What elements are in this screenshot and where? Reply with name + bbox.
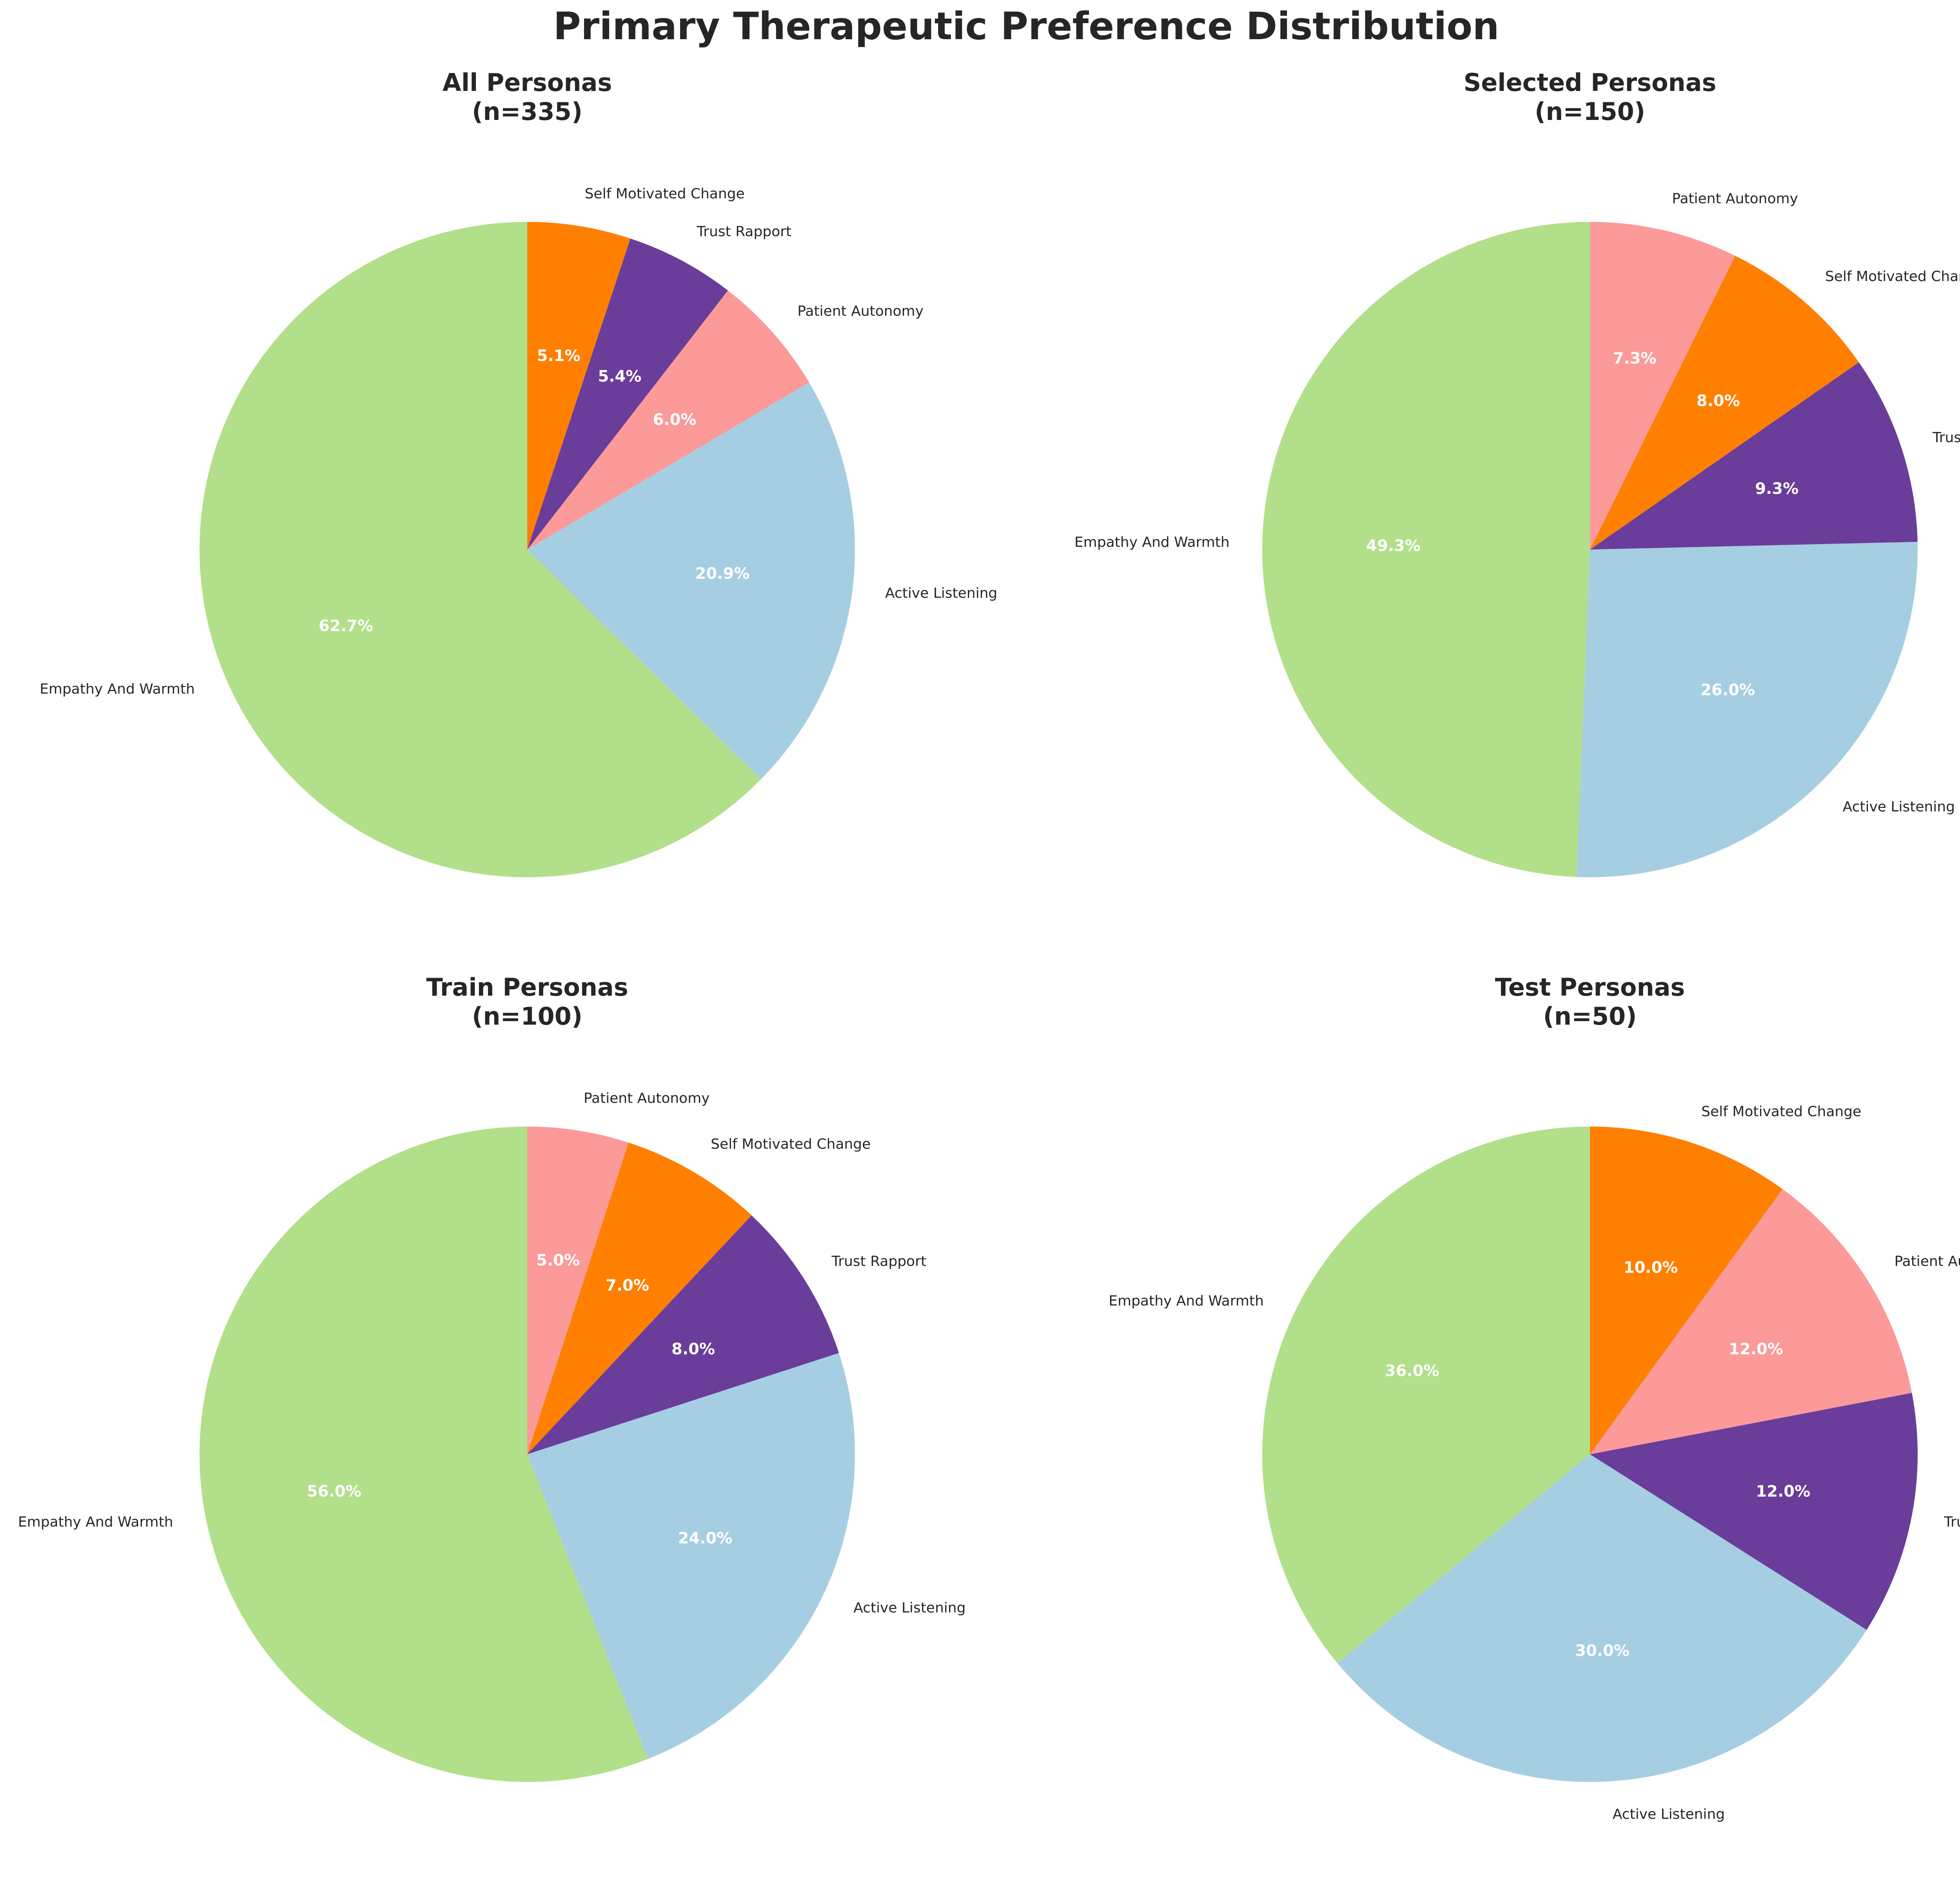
slice-percent-label: 7.0%: [606, 1276, 649, 1294]
chart-title: All Personas: [443, 68, 612, 97]
pie-slice-trust-rapport: [527, 1215, 839, 1454]
slice-percent-label: 26.0%: [1700, 681, 1755, 699]
slice-percent-label: 5.4%: [598, 367, 641, 385]
pie-slice-trust-rapport: [1590, 362, 1918, 550]
slice-percent-label: 5.1%: [537, 347, 580, 365]
chart-sample-size: (n=50): [1543, 1002, 1637, 1031]
pie-chart-1: All Personas(n=335) 62.7% Empathy And Warm…: [40, 68, 997, 877]
slice-percent-label: 62.7%: [319, 617, 373, 635]
slice-percent-label: 10.0%: [1624, 1259, 1678, 1277]
slice-percent-label: 12.0%: [1756, 1482, 1810, 1501]
chart-title: Train Personas: [426, 973, 628, 1002]
chart-title: Selected Personas: [1464, 68, 1717, 97]
pie-slice-active-listening: [1337, 1454, 1867, 1782]
slice-percent-label: 8.0%: [671, 1340, 715, 1358]
slice-percent-label: 9.3%: [1755, 480, 1798, 498]
slice-percent-label: 8.0%: [1697, 392, 1740, 410]
figure-title: Primary Therapeutic Preference Distribut…: [553, 4, 1499, 48]
slice-category-label: Patient Autonomy: [1894, 1253, 1960, 1269]
slice-percent-label: 36.0%: [1385, 1362, 1439, 1380]
slice-category-label: Trust Rapport: [1932, 430, 1960, 446]
pie-slice-trust-rapport: [527, 238, 728, 550]
pie-slice-patient-autonomy: [527, 1127, 629, 1454]
chart-sample-size: (n=100): [472, 1002, 583, 1031]
chart-title: Test Personas: [1495, 973, 1685, 1002]
pie-slice-active-listening: [527, 382, 855, 780]
pie-slice-empathy-and-warmth: [199, 1127, 648, 1782]
slice-category-label: Empathy And Warmth: [1109, 1293, 1264, 1309]
slice-percent-label: 30.0%: [1575, 1642, 1630, 1660]
chart-sample-size: (n=150): [1535, 97, 1645, 126]
pie-chart-3: Train Personas(n=100) 56.0% Empathy And Wa…: [18, 973, 965, 1782]
slice-percent-label: 12.0%: [1729, 1340, 1783, 1358]
pie-slice-trust-rapport: [1590, 1393, 1918, 1630]
pie-slice-active-listening: [1576, 542, 1918, 877]
slice-category-label: Active Listening: [885, 585, 997, 601]
slice-category-label: Active Listening: [1843, 799, 1955, 815]
slice-percent-label: 5.0%: [536, 1252, 580, 1270]
slice-category-label: Active Listening: [853, 1600, 965, 1616]
slice-category-label: Self Motivated Change: [585, 186, 745, 202]
pie-slice-self-motivated-change: [1590, 1127, 1783, 1454]
pie-slice-active-listening: [527, 1353, 855, 1759]
slice-category-label: Trust Rapport: [1944, 1514, 1960, 1530]
pie-slice-patient-autonomy: [1590, 1189, 1912, 1454]
slice-category-label: Self Motivated Change: [711, 1136, 871, 1152]
chart-sample-size: (n=335): [472, 97, 583, 126]
slice-category-label: Patient Autonomy: [797, 303, 924, 319]
pie-chart-4: Test Personas(n=50) 36.0% Empathy And Warm…: [1109, 973, 1960, 1822]
pie-slice-empathy-and-warmth: [199, 222, 761, 877]
pie-slice-empathy-and-warmth: [1262, 1126, 1590, 1663]
slice-category-label: Self Motivated Change: [1701, 1103, 1861, 1120]
pie-slice-self-motivated-change: [527, 222, 631, 550]
slice-category-label: Trust Rapport: [831, 1253, 926, 1269]
slice-category-label: Empathy And Warmth: [40, 681, 195, 697]
charts-container: All Personas(n=335) 62.7% Empathy And Warm…: [18, 68, 1960, 1822]
slice-category-label: Patient Autonomy: [1672, 191, 1798, 207]
slice-percent-label: 24.0%: [678, 1530, 732, 1548]
slice-percent-label: 56.0%: [307, 1482, 361, 1501]
slice-category-label: Empathy And Warmth: [18, 1514, 173, 1530]
slice-category-label: Active Listening: [1613, 1806, 1725, 1822]
pie-slice-patient-autonomy: [1590, 222, 1735, 550]
slice-percent-label: 6.0%: [653, 411, 697, 429]
pie-chart-2: Selected Personas(n=150) 49.3% Empathy And…: [1074, 68, 1960, 877]
pie-slice-patient-autonomy: [527, 290, 809, 550]
slice-percent-label: 20.9%: [695, 564, 750, 582]
slice-category-label: Patient Autonomy: [584, 1091, 710, 1107]
pie-slice-self-motivated-change: [1590, 256, 1859, 550]
pie-slice-self-motivated-change: [527, 1142, 752, 1454]
slice-category-label: Empathy And Warmth: [1074, 534, 1230, 550]
slice-category-label: Self Motivated Change: [1825, 269, 1960, 285]
slice-percent-label: 49.3%: [1366, 537, 1421, 555]
slice-category-label: Trust Rapport: [696, 223, 791, 240]
pie-slice-empathy-and-warmth: [1262, 222, 1590, 877]
slice-percent-label: 7.3%: [1613, 350, 1657, 368]
